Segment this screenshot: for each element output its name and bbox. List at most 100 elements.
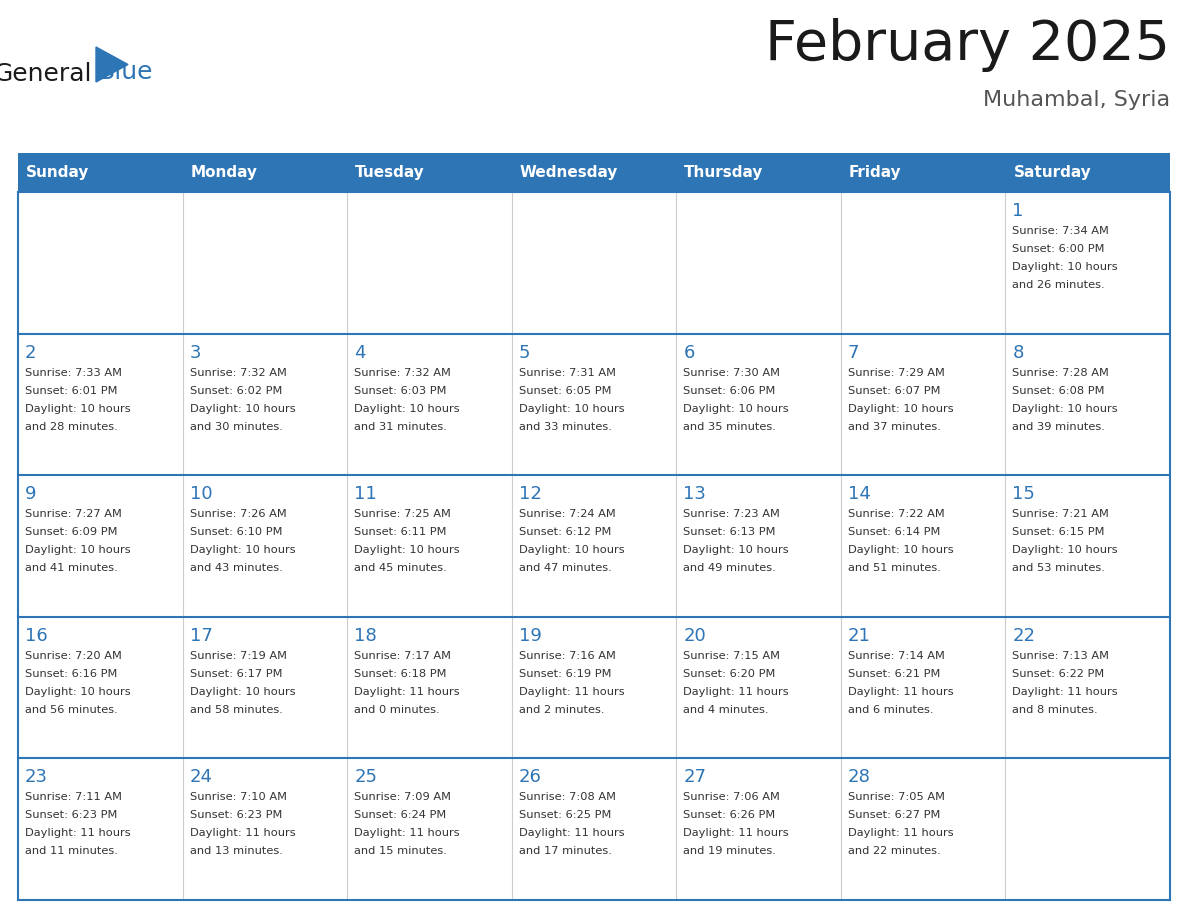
Text: Sunrise: 7:27 AM: Sunrise: 7:27 AM [25,509,122,520]
Text: Daylight: 11 hours: Daylight: 11 hours [848,828,954,838]
Text: and 11 minutes.: and 11 minutes. [25,846,118,856]
Text: 2: 2 [25,343,37,362]
Text: and 33 minutes.: and 33 minutes. [519,421,612,431]
Text: and 26 minutes.: and 26 minutes. [1012,280,1105,290]
Text: 10: 10 [190,486,213,503]
Text: Daylight: 10 hours: Daylight: 10 hours [25,545,131,555]
Text: Sunrise: 7:24 AM: Sunrise: 7:24 AM [519,509,615,520]
Text: General: General [0,62,91,86]
Text: Sunrise: 7:08 AM: Sunrise: 7:08 AM [519,792,615,802]
Text: Sunset: 6:19 PM: Sunset: 6:19 PM [519,669,611,678]
Text: and 51 minutes.: and 51 minutes. [848,564,941,573]
Text: 14: 14 [848,486,871,503]
Text: Daylight: 10 hours: Daylight: 10 hours [190,404,295,414]
Text: Daylight: 10 hours: Daylight: 10 hours [848,545,954,555]
Text: 9: 9 [25,486,37,503]
Text: Sunset: 6:00 PM: Sunset: 6:00 PM [1012,244,1105,254]
Text: Daylight: 10 hours: Daylight: 10 hours [519,545,625,555]
Text: Wednesday: Wednesday [519,165,618,180]
Text: Sunrise: 7:05 AM: Sunrise: 7:05 AM [848,792,944,802]
Text: Blue: Blue [97,60,153,84]
Text: 7: 7 [848,343,859,362]
Text: Daylight: 10 hours: Daylight: 10 hours [848,404,954,414]
Text: Daylight: 10 hours: Daylight: 10 hours [683,404,789,414]
Text: Sunrise: 7:22 AM: Sunrise: 7:22 AM [848,509,944,520]
Text: and 15 minutes.: and 15 minutes. [354,846,447,856]
Text: Tuesday: Tuesday [355,165,425,180]
Text: 22: 22 [1012,627,1036,644]
Text: 18: 18 [354,627,377,644]
Text: Sunset: 6:27 PM: Sunset: 6:27 PM [848,811,940,821]
Text: and 31 minutes.: and 31 minutes. [354,421,447,431]
Text: Daylight: 10 hours: Daylight: 10 hours [25,404,131,414]
Text: and 6 minutes.: and 6 minutes. [848,705,934,715]
Text: and 45 minutes.: and 45 minutes. [354,564,447,573]
Text: Sunset: 6:02 PM: Sunset: 6:02 PM [190,386,282,396]
Text: 19: 19 [519,627,542,644]
Text: Daylight: 10 hours: Daylight: 10 hours [1012,404,1118,414]
Text: Sunrise: 7:33 AM: Sunrise: 7:33 AM [25,367,122,377]
Text: Sunrise: 7:32 AM: Sunrise: 7:32 AM [190,367,286,377]
Text: and 8 minutes.: and 8 minutes. [1012,705,1098,715]
Text: 25: 25 [354,768,377,787]
Text: Sunset: 6:23 PM: Sunset: 6:23 PM [190,811,282,821]
Text: Sunset: 6:15 PM: Sunset: 6:15 PM [1012,527,1105,537]
Text: Daylight: 10 hours: Daylight: 10 hours [1012,262,1118,272]
Text: Daylight: 10 hours: Daylight: 10 hours [354,404,460,414]
Polygon shape [96,47,128,82]
Text: Daylight: 11 hours: Daylight: 11 hours [1012,687,1118,697]
Text: Daylight: 11 hours: Daylight: 11 hours [683,828,789,838]
Text: and 22 minutes.: and 22 minutes. [848,846,941,856]
Text: and 30 minutes.: and 30 minutes. [190,421,283,431]
Text: 16: 16 [25,627,48,644]
Text: and 39 minutes.: and 39 minutes. [1012,421,1105,431]
Text: 4: 4 [354,343,366,362]
Text: 12: 12 [519,486,542,503]
Text: Sunset: 6:18 PM: Sunset: 6:18 PM [354,669,447,678]
Text: Daylight: 11 hours: Daylight: 11 hours [848,687,954,697]
Text: and 49 minutes.: and 49 minutes. [683,564,776,573]
Text: Sunrise: 7:25 AM: Sunrise: 7:25 AM [354,509,451,520]
Text: Sunset: 6:06 PM: Sunset: 6:06 PM [683,386,776,396]
Text: Sunrise: 7:23 AM: Sunrise: 7:23 AM [683,509,781,520]
Text: and 47 minutes.: and 47 minutes. [519,564,612,573]
Text: 13: 13 [683,486,706,503]
Text: and 43 minutes.: and 43 minutes. [190,564,283,573]
Text: Daylight: 11 hours: Daylight: 11 hours [354,687,460,697]
Text: Daylight: 10 hours: Daylight: 10 hours [683,545,789,555]
Text: Sunrise: 7:34 AM: Sunrise: 7:34 AM [1012,226,1110,236]
Text: Sunset: 6:10 PM: Sunset: 6:10 PM [190,527,282,537]
Text: Daylight: 11 hours: Daylight: 11 hours [354,828,460,838]
Text: Sunrise: 7:30 AM: Sunrise: 7:30 AM [683,367,781,377]
Text: and 19 minutes.: and 19 minutes. [683,846,776,856]
Text: and 13 minutes.: and 13 minutes. [190,846,283,856]
Text: Sunset: 6:13 PM: Sunset: 6:13 PM [683,527,776,537]
Text: Daylight: 11 hours: Daylight: 11 hours [519,828,625,838]
Text: Daylight: 11 hours: Daylight: 11 hours [25,828,131,838]
Text: 15: 15 [1012,486,1035,503]
Text: Sunrise: 7:17 AM: Sunrise: 7:17 AM [354,651,451,661]
Text: Sunset: 6:05 PM: Sunset: 6:05 PM [519,386,611,396]
Text: Sunset: 6:23 PM: Sunset: 6:23 PM [25,811,118,821]
Text: 28: 28 [848,768,871,787]
Text: Sunset: 6:11 PM: Sunset: 6:11 PM [354,527,447,537]
Text: Daylight: 10 hours: Daylight: 10 hours [1012,545,1118,555]
Text: Daylight: 11 hours: Daylight: 11 hours [519,687,625,697]
Text: 6: 6 [683,343,695,362]
Text: Sunrise: 7:15 AM: Sunrise: 7:15 AM [683,651,781,661]
Text: 3: 3 [190,343,201,362]
Text: Muhambal, Syria: Muhambal, Syria [982,90,1170,110]
Text: February 2025: February 2025 [765,18,1170,72]
Text: Saturday: Saturday [1013,165,1092,180]
Text: Sunrise: 7:26 AM: Sunrise: 7:26 AM [190,509,286,520]
Text: Monday: Monday [190,165,258,180]
Text: Daylight: 11 hours: Daylight: 11 hours [683,687,789,697]
Text: Sunrise: 7:32 AM: Sunrise: 7:32 AM [354,367,451,377]
Text: and 2 minutes.: and 2 minutes. [519,705,605,715]
Text: Friday: Friday [849,165,902,180]
Text: and 41 minutes.: and 41 minutes. [25,564,118,573]
Text: Sunrise: 7:09 AM: Sunrise: 7:09 AM [354,792,451,802]
Text: Sunset: 6:01 PM: Sunset: 6:01 PM [25,386,118,396]
Text: and 37 minutes.: and 37 minutes. [848,421,941,431]
Text: 8: 8 [1012,343,1024,362]
